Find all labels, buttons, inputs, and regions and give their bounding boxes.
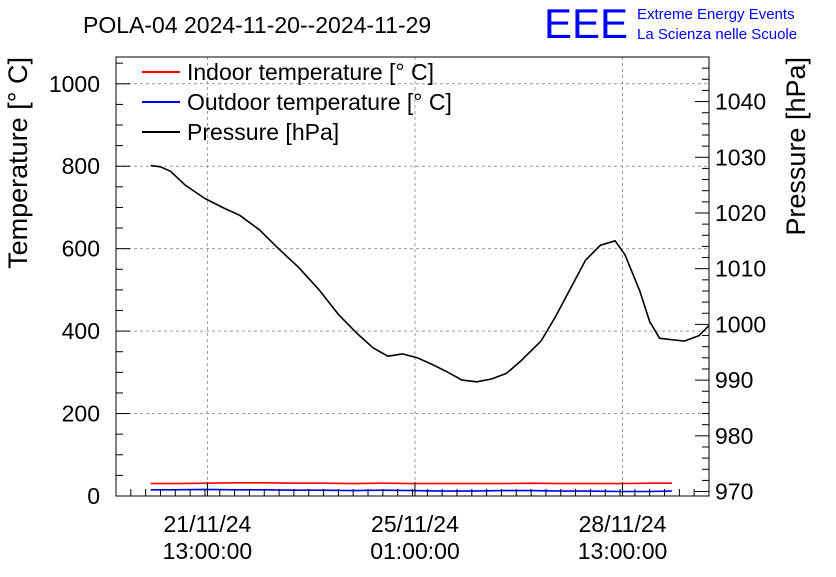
y-axis-right: 970 980 990 1000 1010 1020 1030 1040	[695, 56, 766, 505]
y-tick-label: 400	[62, 318, 100, 344]
y-tick-label: 200	[62, 401, 100, 427]
y2-tick-label: 1000	[715, 311, 766, 337]
y2-axis-label: Pressure [hPa]	[781, 57, 811, 236]
grid	[116, 57, 709, 496]
y2-tick-label: 1030	[715, 144, 766, 170]
y2-tick-label: 990	[715, 367, 753, 393]
eee-logo-line2: La Scienza nelle Scuole	[637, 26, 797, 43]
x-axis: 21/11/2413:00:0025/11/2401:00:0028/11/24…	[115, 482, 710, 564]
x-tick-label-time: 13:00:00	[578, 538, 668, 564]
legend-label: Pressure [hPa]	[187, 119, 339, 145]
y-axis-label: Temperature [° C]	[3, 57, 33, 269]
y-tick-label: 0	[87, 483, 100, 509]
legend-label: Outdoor temperature [° C]	[187, 89, 452, 115]
x-tick-label-date: 21/11/24	[164, 511, 252, 537]
series-line-pressure	[150, 164, 710, 383]
series-line-indoor-temperature	[150, 481, 672, 485]
legend: Indoor temperature [° C] Outdoor temperat…	[142, 59, 452, 145]
eee-logo: EEE Extreme Energy Events La Scienza nel…	[544, 0, 797, 47]
y2-tick-label: 1010	[715, 256, 766, 282]
chart-title: POLA-04 2024-11-20--2024-11-29	[83, 12, 431, 38]
y-tick-label: 1000	[49, 71, 100, 97]
x-tick-label-time: 01:00:00	[370, 538, 460, 564]
y-axis-left: 0 200 400 600 800 1000	[49, 62, 130, 509]
y2-tick-label: 1040	[715, 89, 766, 115]
y-tick-label: 800	[62, 153, 100, 179]
y2-tick-label: 980	[715, 423, 753, 449]
y2-tick-label: 1020	[715, 200, 766, 226]
eee-logo-mark: EEE	[544, 0, 628, 47]
y-tick-label: 600	[62, 236, 100, 262]
y2-tick-label: 970	[715, 479, 753, 505]
x-tick-label-date: 25/11/24	[371, 511, 459, 537]
x-tick-label-time: 13:00:00	[163, 538, 253, 564]
eee-logo-line1: Extreme Energy Events	[637, 6, 795, 23]
legend-label: Indoor temperature [° C]	[187, 59, 434, 85]
x-tick-label-date: 28/11/24	[579, 511, 667, 537]
